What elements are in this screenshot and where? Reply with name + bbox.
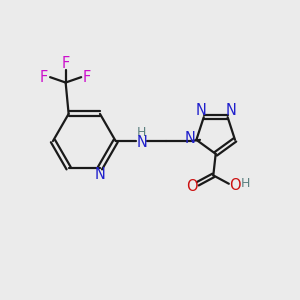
Text: N: N bbox=[136, 135, 147, 150]
Text: O: O bbox=[230, 178, 241, 193]
Text: N: N bbox=[184, 131, 195, 146]
Text: F: F bbox=[61, 56, 70, 71]
Text: N: N bbox=[94, 167, 105, 182]
Text: F: F bbox=[83, 70, 91, 85]
Text: H: H bbox=[241, 177, 250, 190]
Text: H: H bbox=[137, 126, 146, 139]
Text: N: N bbox=[225, 103, 236, 118]
Text: N: N bbox=[195, 103, 206, 118]
Text: F: F bbox=[40, 70, 48, 85]
Text: O: O bbox=[186, 179, 198, 194]
